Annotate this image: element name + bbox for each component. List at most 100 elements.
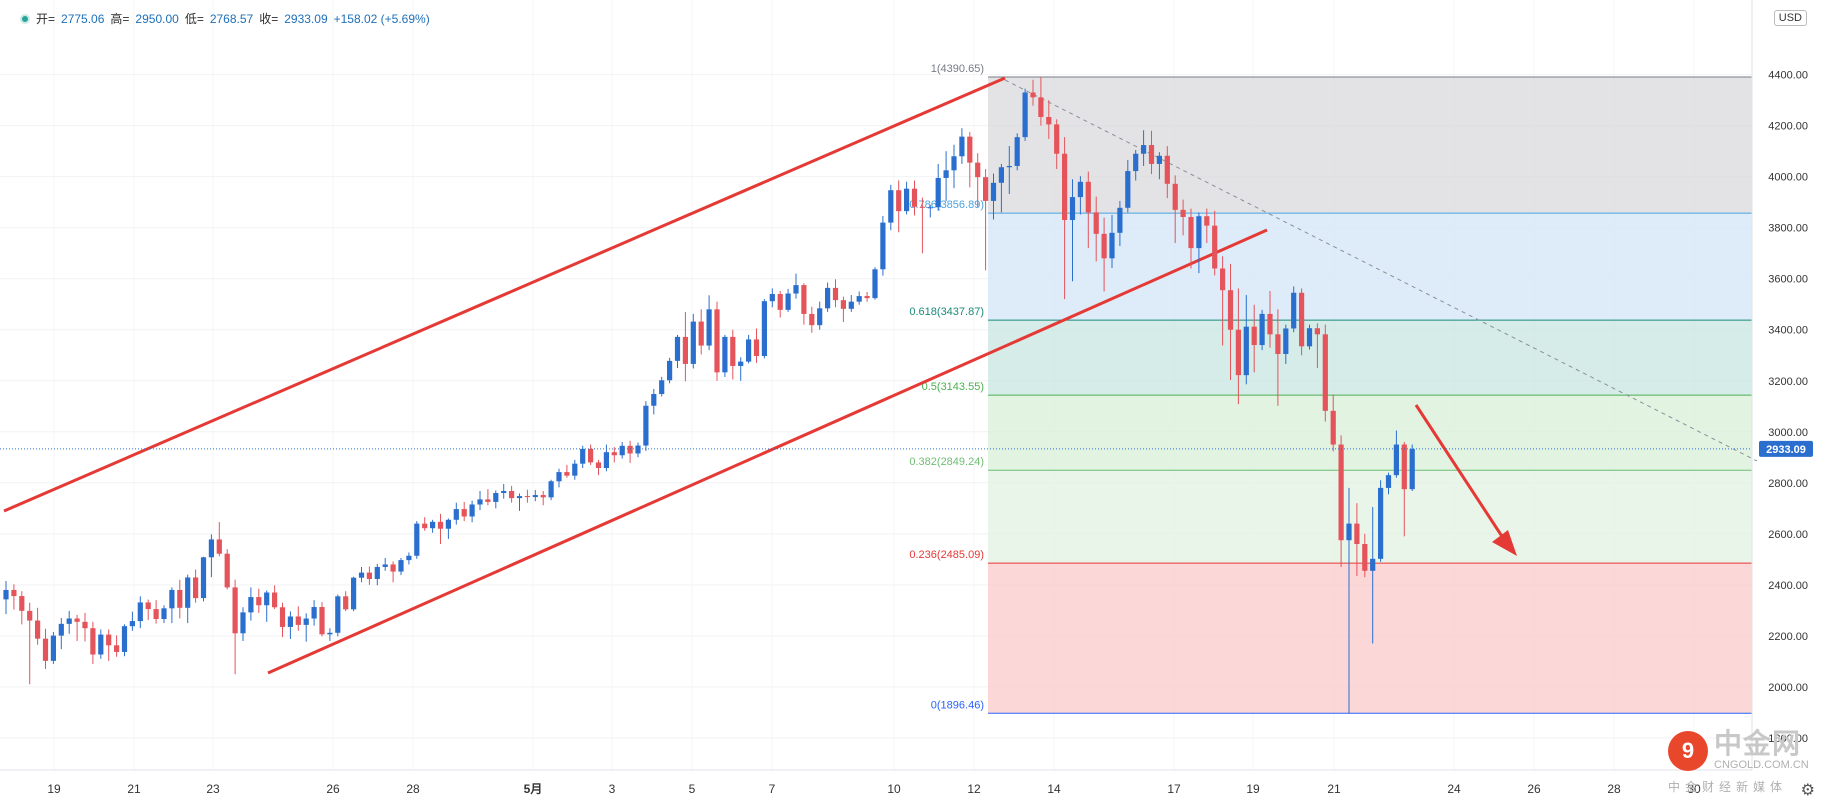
- price-axis[interactable]: 1800.00 2000.00 2200.00 2400.00 2600.00 2800.…: [1751, 0, 1808, 770]
- candle-body: [11, 589, 17, 597]
- candle-body: [1046, 116, 1052, 125]
- candle-body: [730, 336, 736, 366]
- time-axis[interactable]: 19 21 23 26 28 5月 3 5 7 10 12 14 17 19 21 24 26 28 30: [0, 769, 1752, 796]
- candle-body: [98, 634, 104, 655]
- time-tick-label: 12: [967, 782, 981, 796]
- fib-zone: [988, 77, 1752, 214]
- candle-body: [1141, 145, 1147, 154]
- candle-body: [445, 519, 451, 529]
- time-tick-label: 23: [206, 782, 220, 796]
- high-label: 高=: [110, 12, 130, 26]
- candle-body: [1188, 216, 1194, 249]
- candle-body: [1267, 313, 1273, 335]
- logo-en: CNGOLD.COM.CN: [1714, 759, 1809, 771]
- drawings[interactable]: [3, 76, 1758, 675]
- candle-body: [856, 296, 862, 302]
- candles[interactable]: [3, 77, 1415, 714]
- logo-tagline: 中金财经新媒体: [1668, 780, 1788, 794]
- candle-body: [335, 596, 341, 633]
- candle-body: [1164, 155, 1170, 184]
- fib-zone: [988, 320, 1752, 396]
- price-tick-label: 2600.00: [1768, 529, 1808, 541]
- candle-body: [137, 602, 143, 622]
- candle-body: [430, 521, 436, 529]
- candle-body: [532, 495, 538, 498]
- candle-body: [1030, 92, 1036, 98]
- candle-body: [1393, 444, 1399, 476]
- candle-body: [1283, 328, 1289, 354]
- candle-body: [90, 628, 96, 655]
- channel-upper-line: [3, 76, 1006, 513]
- fib-level-label: 1(4390.65): [931, 63, 984, 75]
- candle-body: [959, 136, 965, 157]
- candle-body: [1109, 232, 1115, 259]
- candle-body: [58, 623, 64, 636]
- time-tick-label: 26: [1527, 782, 1541, 796]
- candle-body: [501, 490, 507, 494]
- fibonacci-retracement[interactable]: 1(4390.65) 0.786(3856.89) 0.618(3437.87) 0.…: [909, 63, 1752, 714]
- candle-body: [42, 638, 49, 661]
- forecast-arrow-head: [1492, 530, 1517, 556]
- fib-level-label: 0(1896.46): [931, 699, 984, 711]
- candle-body: [382, 564, 388, 567]
- candle-body: [50, 635, 56, 661]
- time-tick-label: 3: [609, 782, 616, 796]
- change-value: +158.02 (+5.69%): [333, 11, 430, 26]
- candle-body: [990, 182, 997, 201]
- candle-body: [493, 493, 499, 502]
- candle-body: [1093, 212, 1099, 234]
- last-price-tag: [1759, 440, 1813, 457]
- fib-zone: [988, 470, 1752, 564]
- candle-body: [264, 592, 270, 606]
- price-tick-label: 2200.00: [1768, 631, 1808, 643]
- candle-body: [351, 577, 357, 610]
- candle-body: [390, 564, 396, 572]
- candle-body: [358, 572, 365, 578]
- candle-body: [145, 602, 151, 610]
- candle-body: [1330, 410, 1336, 445]
- candle-body: [422, 523, 428, 529]
- candle-body: [682, 336, 688, 364]
- candle-body: [121, 626, 128, 652]
- series-status-icon[interactable]: [20, 13, 30, 24]
- candle-body: [1204, 216, 1210, 226]
- candle-body: [746, 339, 752, 362]
- candle-body: [240, 612, 246, 634]
- candle-body: [1077, 181, 1083, 198]
- candle-body: [864, 296, 870, 299]
- candle-body: [35, 620, 41, 639]
- candle-body: [66, 618, 72, 624]
- candle-body: [272, 592, 278, 608]
- candle-body: [1156, 155, 1162, 164]
- candle-body: [880, 222, 886, 270]
- logo-mark-icon: 9: [1668, 730, 1708, 771]
- high-value: 2950.00: [135, 11, 179, 26]
- candle-body: [588, 448, 594, 463]
- price-tick-label: 4000.00: [1768, 172, 1808, 184]
- candle-body: [904, 188, 910, 212]
- candle-body: [477, 499, 483, 505]
- candle-body: [1235, 329, 1241, 376]
- settings-gear-icon[interactable]: ⚙: [1800, 782, 1815, 799]
- candle-body: [1069, 197, 1076, 221]
- candle-body: [619, 445, 625, 456]
- low-value: 2768.57: [209, 11, 254, 26]
- candle-body: [793, 285, 799, 294]
- candle-body: [595, 462, 602, 469]
- fib-zone: [988, 563, 1752, 714]
- candle-body: [1385, 475, 1392, 488]
- candle-body: [1314, 328, 1320, 335]
- time-tick-label: 19: [47, 782, 61, 796]
- candle-body: [698, 321, 704, 346]
- currency-badge[interactable]: USD: [1773, 10, 1807, 26]
- forecast-arrow-shaft: [1414, 404, 1509, 545]
- close-label: 收=: [259, 12, 279, 26]
- candle-body: [777, 294, 783, 310]
- candle-body: [761, 301, 767, 357]
- candle-body: [153, 609, 159, 620]
- time-tick-label: 24: [1447, 782, 1461, 796]
- candle-body: [840, 300, 846, 309]
- candle-body: [738, 361, 744, 366]
- candle-body: [27, 610, 33, 621]
